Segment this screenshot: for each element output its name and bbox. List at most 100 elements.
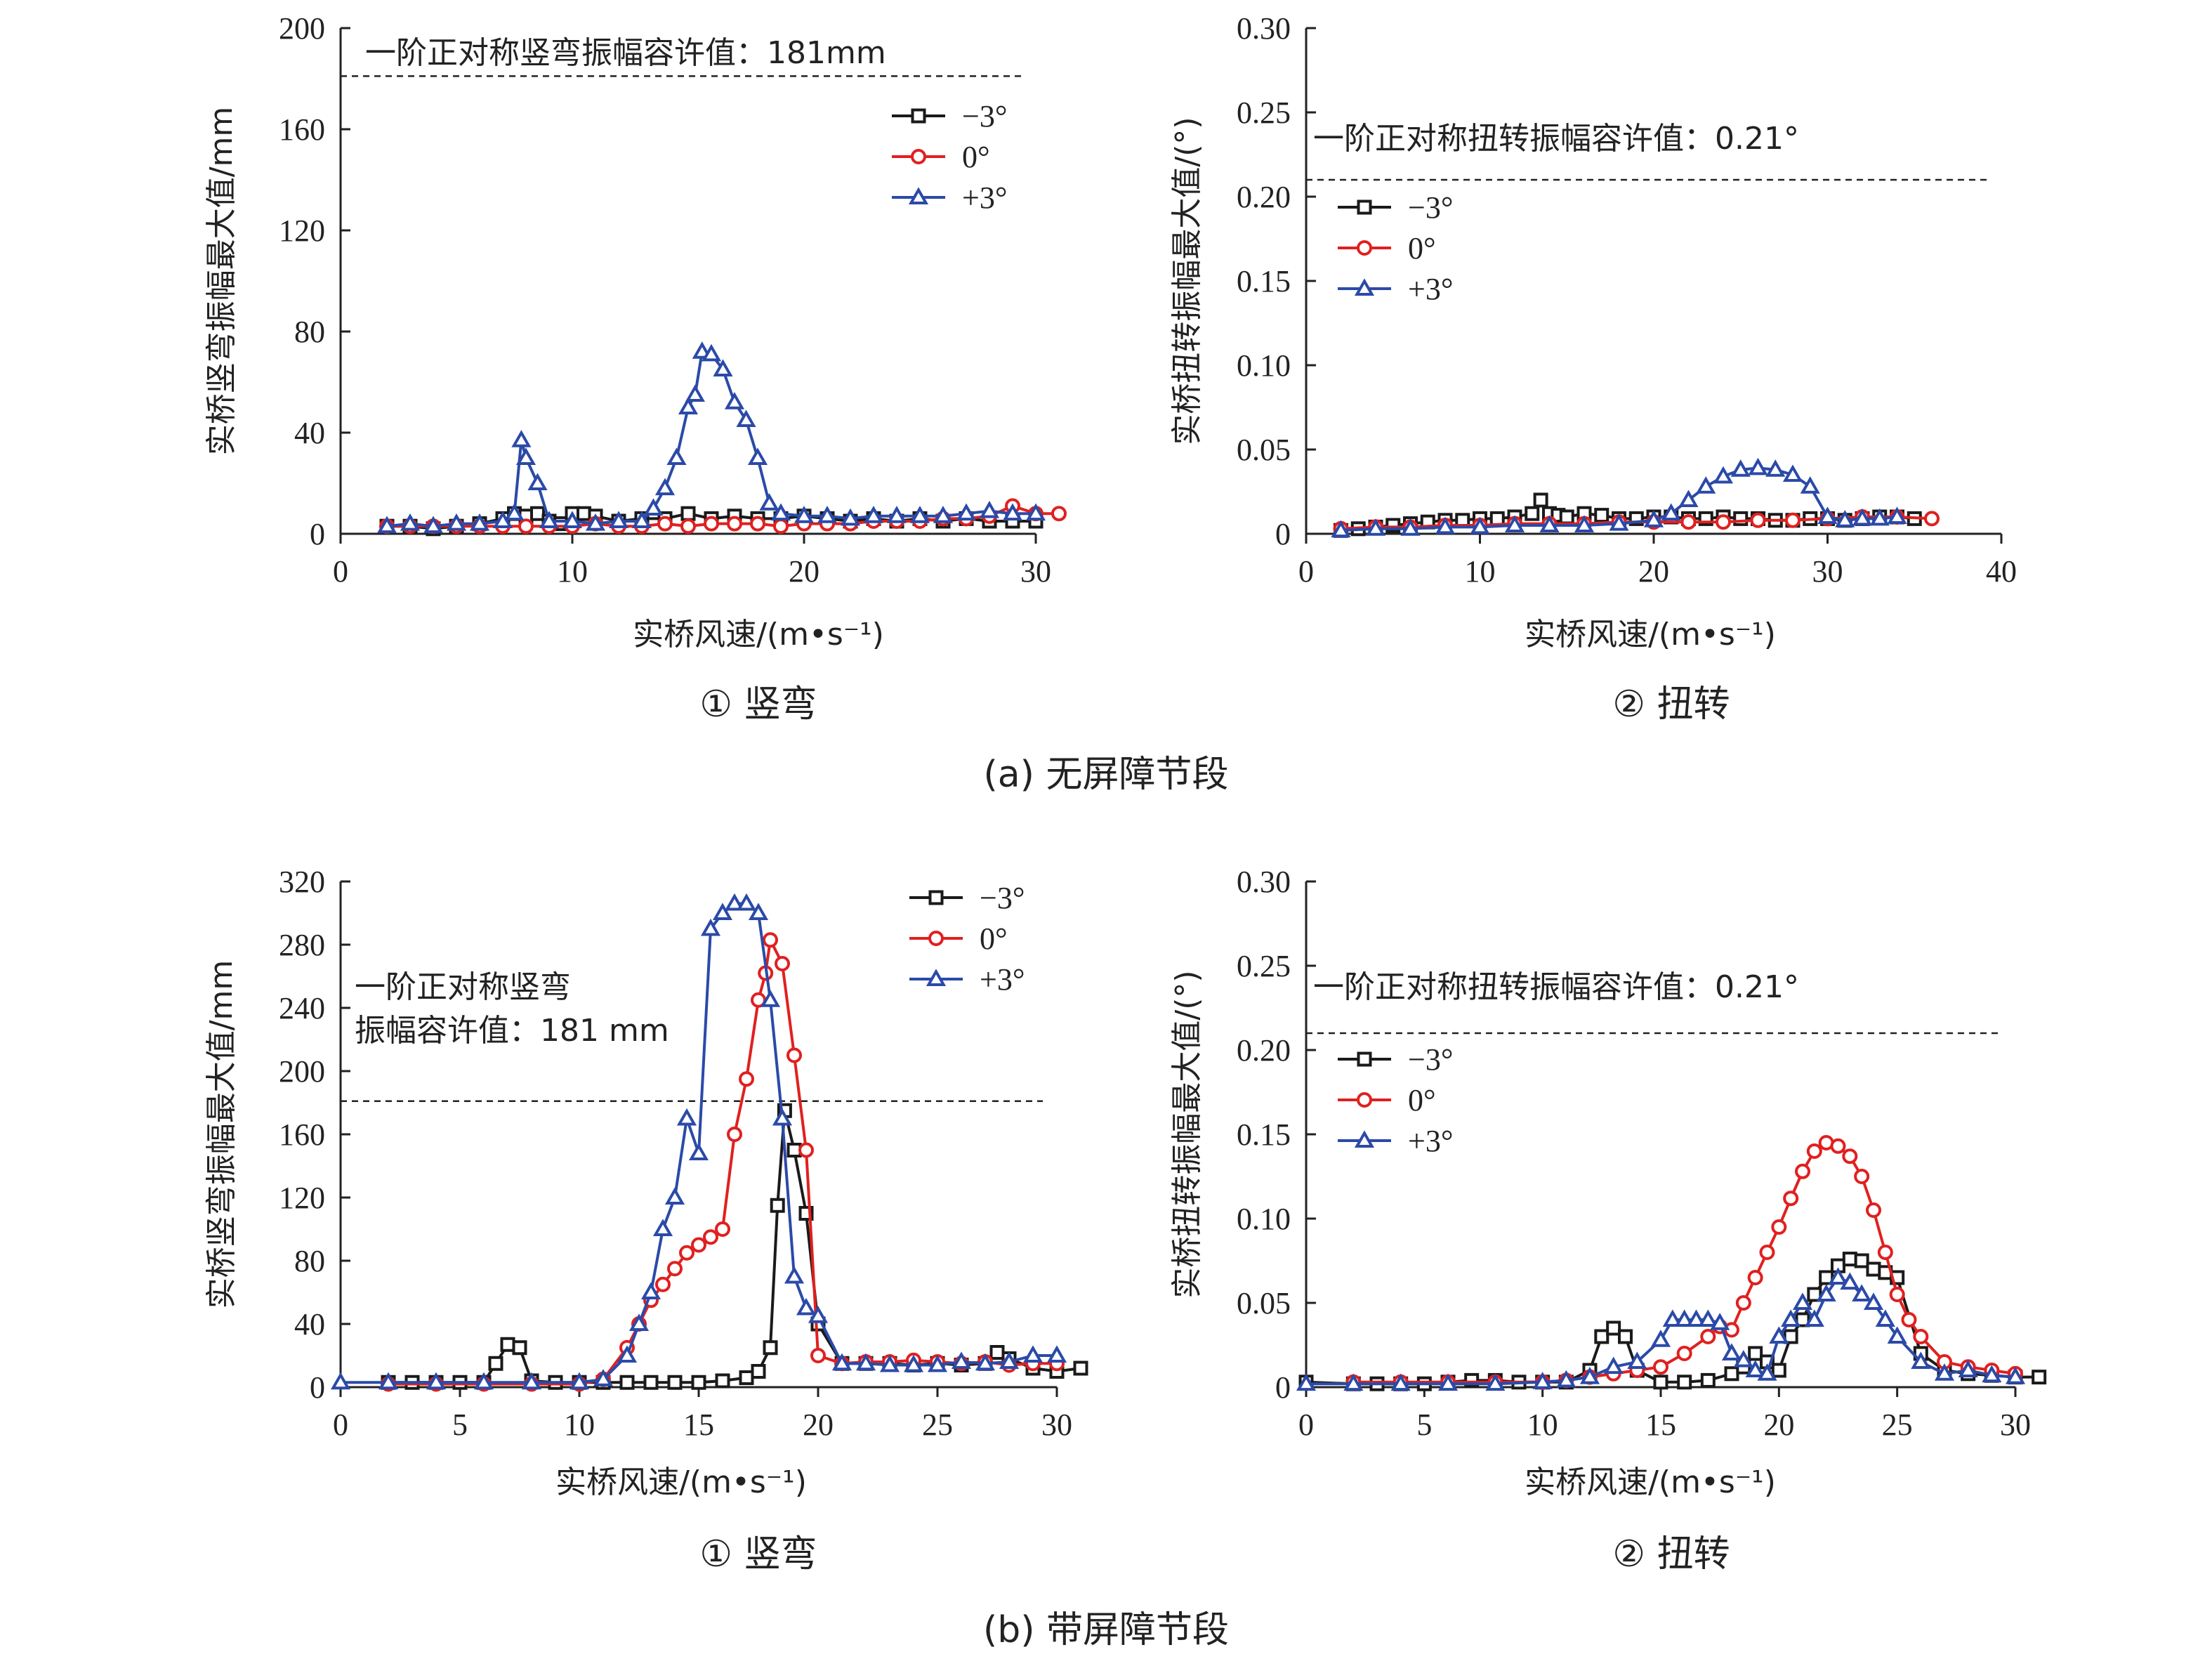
- series-line: [386, 350, 1036, 528]
- data-point: [855, 1353, 876, 1371]
- x-tick-label: 40: [1986, 554, 2017, 589]
- y-tick-label: 160: [279, 112, 325, 147]
- data-point: [1400, 518, 1421, 536]
- data-point: [1887, 1326, 1907, 1344]
- data-point: [423, 516, 444, 534]
- x-tick-label: 15: [1645, 1408, 1676, 1442]
- data-point: [760, 990, 781, 1007]
- y-tick-label: 0.05: [1237, 1286, 1291, 1320]
- legend-marker: [1354, 278, 1375, 296]
- series-plus3: [330, 893, 1067, 1390]
- data-point: [473, 1372, 494, 1390]
- legend-label: +3°: [962, 181, 1007, 215]
- data-point: [1594, 508, 1609, 523]
- y-tick-label: 0: [310, 517, 325, 551]
- data-point: [739, 1370, 754, 1385]
- data-point: [1504, 515, 1525, 532]
- y-tick-label: 160: [279, 1117, 325, 1152]
- legend-marker: [911, 108, 926, 124]
- x-tick-label: 10: [1527, 1408, 1558, 1442]
- data-point: [676, 1108, 697, 1126]
- y-tick-label: 0: [1275, 1370, 1291, 1405]
- data-point: [1730, 459, 1751, 477]
- data-point: [679, 1245, 694, 1261]
- data-point: [715, 1373, 730, 1389]
- data-point: [2005, 1366, 2026, 1384]
- x-axis-title: 实桥风速/(m•s⁻¹): [633, 617, 884, 652]
- y-tick-label: 0.05: [1237, 433, 1291, 467]
- x-tick-label: 0: [1298, 1408, 1314, 1442]
- x-tick-label: 30: [1020, 554, 1051, 589]
- data-point: [1828, 1267, 1848, 1285]
- data-point: [617, 1345, 638, 1363]
- data-point: [1653, 1375, 1668, 1390]
- data-point: [1792, 1292, 1813, 1310]
- data-point: [640, 1282, 661, 1299]
- data-point: [1769, 1326, 1789, 1344]
- data-point: [773, 518, 789, 534]
- data-point: [680, 518, 696, 534]
- data-point: [1539, 515, 1560, 532]
- data-point: [1721, 1343, 1742, 1360]
- series-line: [388, 1109, 1081, 1384]
- data-point: [786, 1047, 802, 1063]
- data-point: [691, 1237, 706, 1253]
- data-point: [1840, 1272, 1860, 1290]
- data-point: [1854, 1253, 1869, 1268]
- data-point: [713, 359, 733, 376]
- legend-marker: [1357, 199, 1372, 215]
- data-point: [512, 1340, 527, 1356]
- data-point: [518, 518, 534, 534]
- data-point: [1643, 510, 1664, 527]
- data-point: [667, 1375, 683, 1390]
- y-tick-label: 0.15: [1237, 264, 1291, 299]
- data-point: [488, 1356, 503, 1371]
- x-tick-label: 10: [564, 1408, 595, 1442]
- data-point: [1390, 1373, 1411, 1391]
- data-point: [747, 447, 768, 465]
- data-point: [1603, 1356, 1624, 1375]
- data-point: [1759, 1245, 1775, 1260]
- data-point: [1748, 1346, 1763, 1361]
- caption-b: (b) 带屏障节段: [983, 1609, 1229, 1651]
- x-tick-label: 0: [1298, 554, 1314, 589]
- data-point: [1877, 1245, 1893, 1260]
- data-point: [1676, 1346, 1692, 1361]
- data-point: [643, 498, 664, 516]
- data-point: [763, 1340, 778, 1356]
- data-point: [1800, 476, 1820, 494]
- legend-marker: [1357, 240, 1372, 256]
- data-point: [1532, 1372, 1553, 1389]
- panel-subtitle: ② 扭转: [1612, 683, 1730, 726]
- data-point: [1733, 1349, 1753, 1367]
- data-point: [376, 516, 397, 534]
- data-point: [1735, 1295, 1751, 1311]
- data-point: [1661, 503, 1681, 521]
- data-point: [688, 1143, 709, 1160]
- data-point: [569, 1372, 590, 1390]
- y-tick-label: 0.20: [1237, 1033, 1291, 1068]
- data-point: [770, 1198, 785, 1213]
- data-point: [703, 1229, 718, 1245]
- data-point: [1854, 1169, 1870, 1184]
- series-plus3: [1296, 1267, 2026, 1391]
- x-tick-label: 30: [2000, 1408, 2031, 1442]
- y-tick-label: 40: [294, 416, 325, 450]
- x-tick-label: 20: [1638, 554, 1669, 589]
- panel-subtitle: ① 竖弯: [699, 683, 817, 726]
- data-point: [1579, 1366, 1600, 1384]
- legend-entry: −3°: [909, 881, 1025, 915]
- threshold-label-line1: 一阶正对称竖弯: [355, 969, 571, 1005]
- data-point: [1002, 503, 1023, 521]
- data-point: [1781, 1309, 1801, 1327]
- legend-label: −3°: [962, 99, 1007, 133]
- data-point: [628, 1313, 650, 1331]
- y-tick-label: 120: [279, 214, 325, 248]
- data-point: [1437, 1373, 1459, 1391]
- data-point: [1889, 1287, 1905, 1302]
- data-point: [577, 506, 591, 521]
- data-point: [786, 1143, 802, 1157]
- panel-subtitle: ② 扭转: [1612, 1533, 1730, 1575]
- data-point: [1785, 512, 1800, 528]
